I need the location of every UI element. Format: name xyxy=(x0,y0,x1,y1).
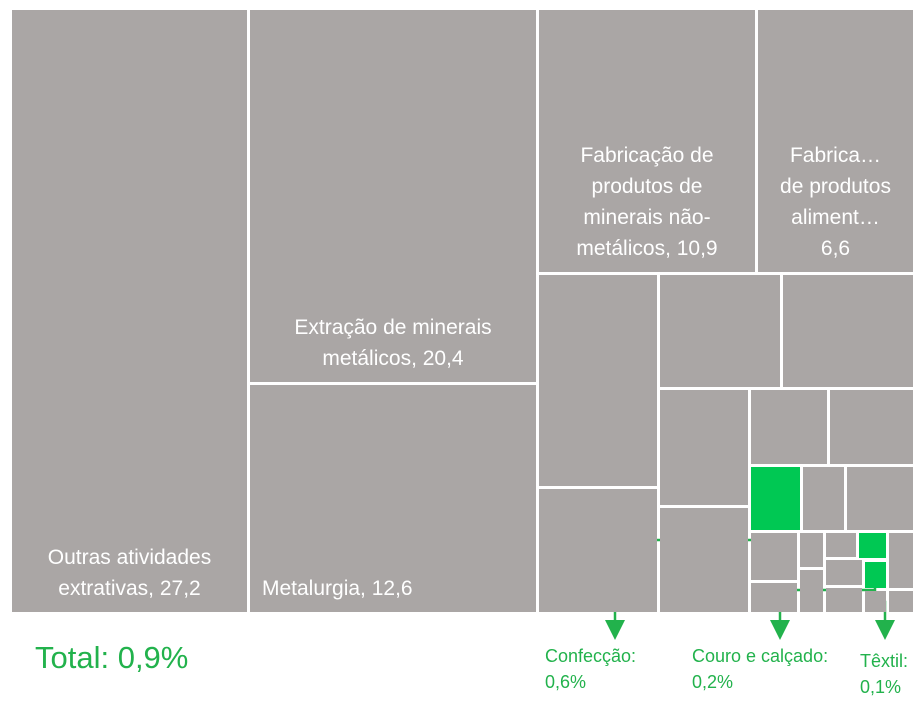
treemap-cell: Outras atividades extrativas, 27,2 xyxy=(12,10,247,612)
treemap-cell: Fabricação de produtos de minerais não-m… xyxy=(539,10,755,272)
treemap-cell xyxy=(803,467,844,530)
treemap-cell xyxy=(847,467,913,530)
cell-label: Metalurgia, 12,6 xyxy=(262,577,413,600)
treemap-cell xyxy=(660,390,748,505)
total-label: Total: 0,9% xyxy=(35,640,189,675)
treemap-cell xyxy=(539,489,657,612)
treemap-cell xyxy=(889,533,913,588)
treemap-cell xyxy=(783,275,913,387)
annotation: Couro e calçado: 0,2% xyxy=(692,646,829,692)
cell-label: Fabricação de produtos de minerais não-m… xyxy=(576,144,718,260)
treemap-cell: Fabrica… de produtos aliment… 6,6 xyxy=(758,10,913,272)
cell-label: Fabrica… de produtos aliment… 6,6 xyxy=(780,144,891,260)
treemap-cell xyxy=(751,390,827,464)
treemap-cell xyxy=(751,533,797,580)
treemap-cell: Extração de minerais metálicos, 20,4 xyxy=(250,10,536,382)
annotation: Têxtil: 0,1% xyxy=(860,651,909,697)
treemap-cell xyxy=(660,508,748,612)
treemap-cell xyxy=(751,467,800,530)
treemap-cell xyxy=(859,533,886,558)
treemap-cell xyxy=(865,562,886,588)
treemap-cell xyxy=(889,591,913,612)
treemap-cell xyxy=(800,570,823,612)
treemap-cell xyxy=(751,583,797,612)
cell-label: Extração de minerais metálicos, 20,4 xyxy=(294,316,492,370)
treemap-cell xyxy=(539,275,657,486)
cell-label: Outras atividades extrativas, 27,2 xyxy=(47,546,212,600)
treemap-cell: Metalurgia, 12,6 xyxy=(250,385,536,612)
treemap-cell xyxy=(800,533,823,567)
treemap-cell xyxy=(660,275,780,387)
treemap-cell xyxy=(826,533,856,557)
treemap-cell xyxy=(826,560,862,585)
treemap-cell xyxy=(826,588,862,612)
treemap-cell xyxy=(865,591,886,612)
annotation: Confecção: 0,6% xyxy=(545,646,637,692)
treemap-cell xyxy=(830,390,913,464)
